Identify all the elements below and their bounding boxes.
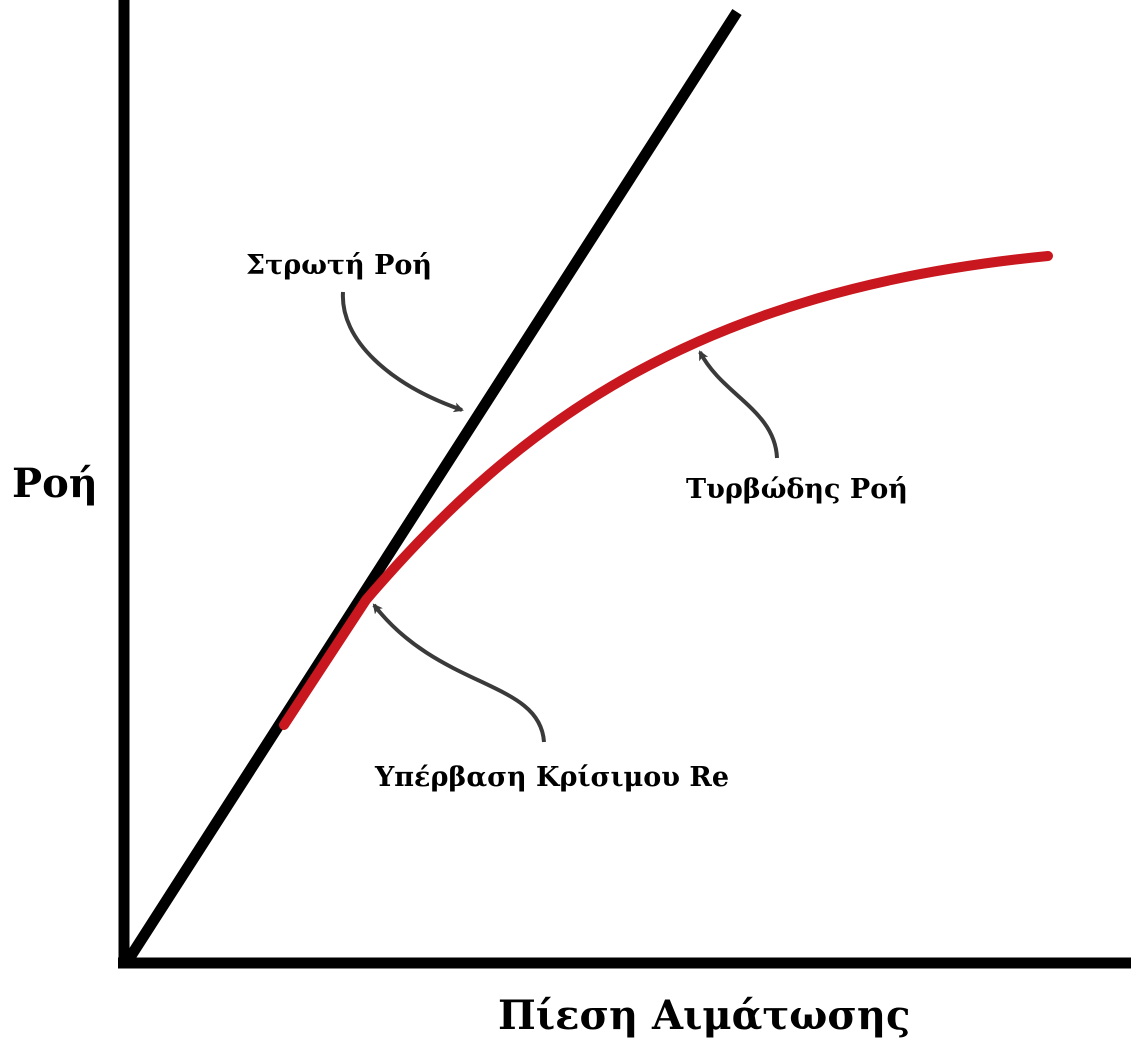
x-axis-label: Πίεση Αιμάτωσης bbox=[498, 992, 910, 1039]
laminar-flow-line bbox=[127, 12, 737, 962]
y-axis-label: Ροή bbox=[12, 460, 98, 507]
laminar-flow-label: Στρωτή Ροή bbox=[246, 250, 432, 281]
critical-re-label: Υπέρβαση Κρίσιμου Re bbox=[374, 762, 729, 793]
critical-re-arrow bbox=[374, 605, 544, 742]
laminar-label-arrow bbox=[343, 292, 462, 410]
turbulent-label-arrow bbox=[700, 352, 777, 458]
turbulent-flow-label: Τυρβώδης Ροή bbox=[686, 474, 908, 505]
turbulent-flow-curve bbox=[284, 256, 1048, 725]
